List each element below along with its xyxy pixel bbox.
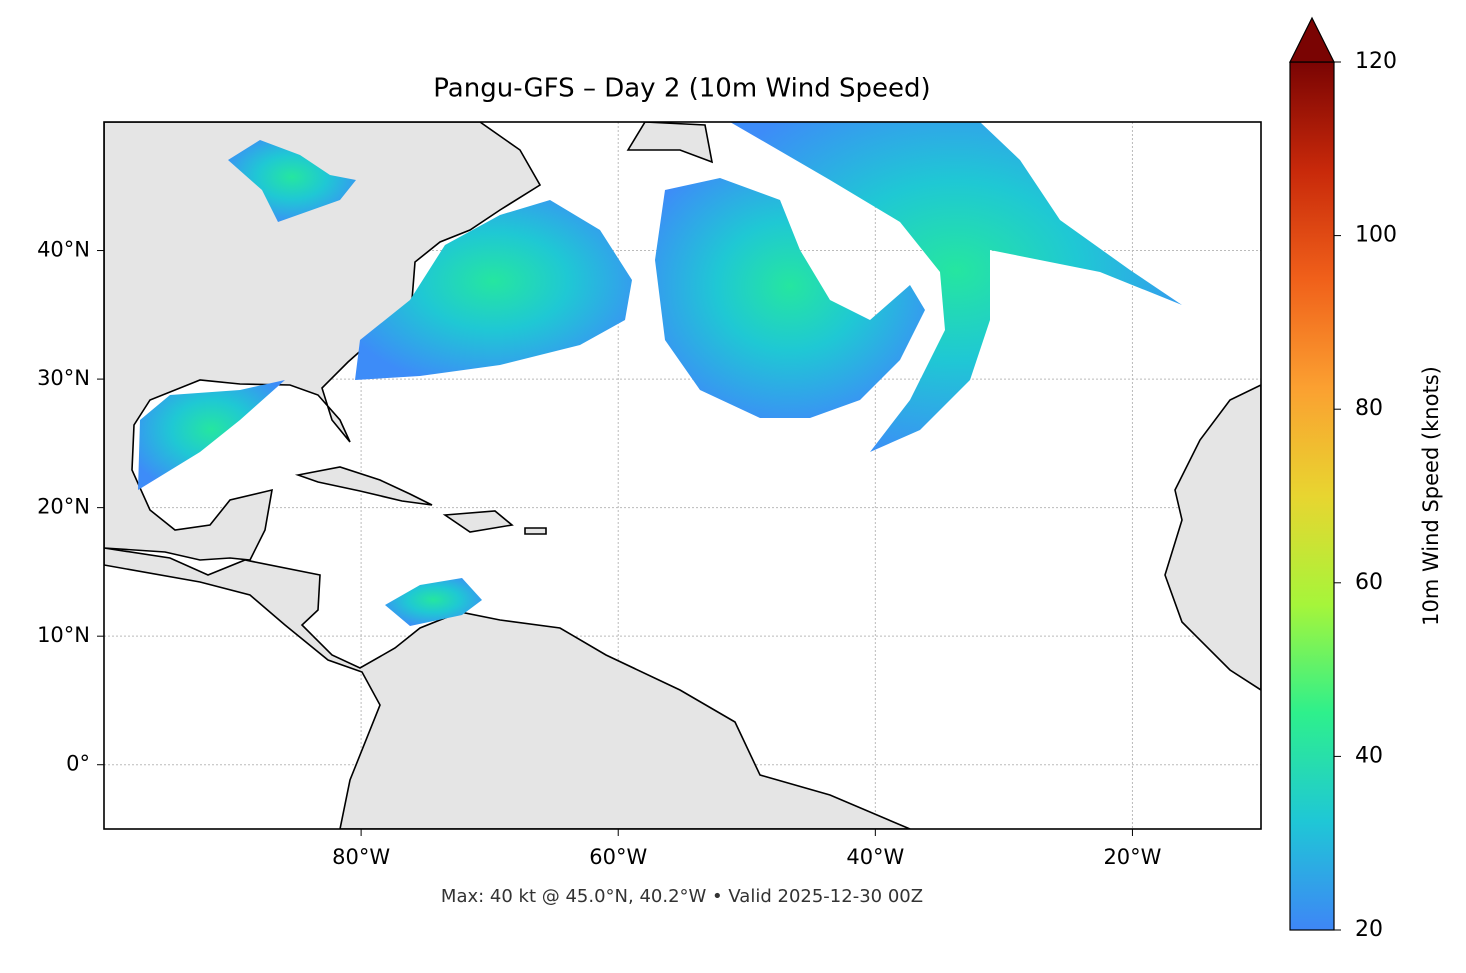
- x-tick-label: 80°W: [332, 845, 390, 869]
- x-tick-label: 20°W: [1103, 845, 1161, 869]
- plot-frame: [103, 121, 1262, 830]
- colorbar-tick-label: 80: [1355, 396, 1383, 421]
- hispaniola: [442, 510, 514, 533]
- wind-field: [228, 140, 356, 222]
- y-tick-label: 30°N: [37, 366, 90, 390]
- puerto-rico: [524, 527, 547, 535]
- colorbar-tick-label: 120: [1355, 49, 1397, 74]
- wind-field: [730, 122, 1182, 452]
- y-tick-label: 0°: [66, 752, 90, 776]
- wind-field: [385, 578, 482, 626]
- wind-field: [655, 178, 925, 418]
- africa: [1164, 384, 1261, 691]
- chart-title: Pangu-GFS – Day 2 (10m Wind Speed): [433, 74, 930, 104]
- colorbar-tick-label: 20: [1355, 917, 1383, 942]
- colorbar-tick-label: 60: [1355, 570, 1383, 595]
- x-tick-label: 60°W: [589, 845, 647, 869]
- colorbar-tick-label: 40: [1355, 743, 1383, 768]
- wind-field: [355, 200, 632, 380]
- map-layer: [104, 122, 1261, 829]
- south-america: [104, 547, 911, 829]
- colorbar-tick-label: 100: [1355, 223, 1397, 248]
- newfoundland: [626, 122, 714, 164]
- colorbar-label: 10m Wind Speed (knots): [1419, 366, 1443, 626]
- footer-note: Max: 40 kt @ 45.0°N, 40.2°W • Valid 2025…: [441, 886, 923, 907]
- cuba: [294, 466, 433, 506]
- colorbar: [1289, 61, 1335, 931]
- y-tick-label: 20°N: [37, 495, 90, 519]
- y-tick-label: 10°N: [37, 623, 90, 647]
- wind-field: [138, 380, 285, 490]
- x-tick-label: 40°W: [846, 845, 904, 869]
- y-tick-label: 40°N: [37, 238, 90, 262]
- colorbar-extend: [1289, 16, 1335, 63]
